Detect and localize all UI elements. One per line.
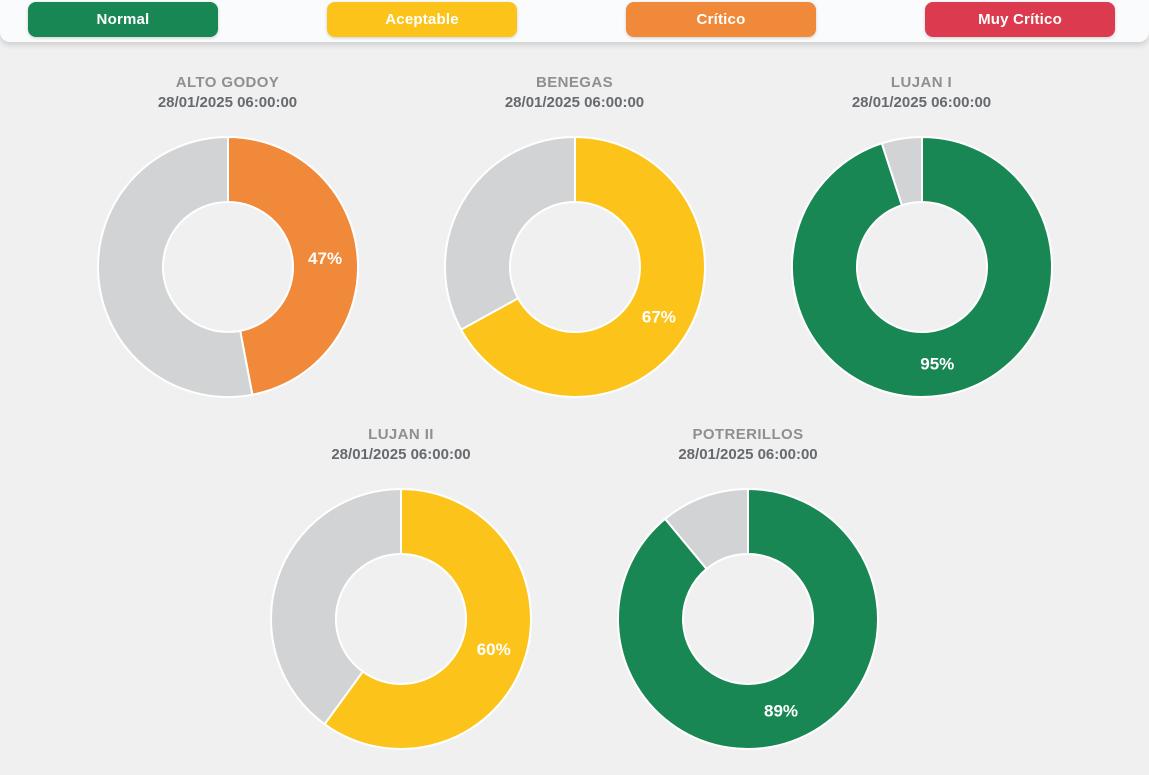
donut-slice-value[interactable] [226, 136, 359, 396]
donut-svg-potrerillos: 89% [616, 488, 879, 750]
donut-value-label: 60% [477, 640, 511, 659]
donut-slice-remainder[interactable] [664, 488, 749, 570]
chart-caption: BENEGAS 28/01/2025 06:00:00 [505, 73, 644, 112]
legend-button-critico[interactable]: Crítico [626, 1, 816, 37]
charts-area: ALTO GODOY 28/01/2025 06:00:00 47% BENEGAS 2… [0, 42, 1149, 751]
donut-svg-alto-godoy: 47% [96, 136, 359, 398]
donut-slice-remainder[interactable] [96, 136, 253, 398]
donut-svg-benegas: 67% [443, 136, 706, 398]
chart-title: LUJAN I [890, 74, 953, 91]
chart-title: LUJAN II [368, 426, 434, 443]
legend-button-muy-critico[interactable]: Muy Crítico [925, 1, 1115, 37]
donut-chart-potrerillos: POTRERILLOS 28/01/2025 06:00:00 89% [575, 425, 922, 751]
donut-slice-value[interactable] [790, 136, 1053, 398]
chart-caption: LUJAN II 28/01/2025 06:00:00 [331, 425, 470, 464]
donut-chart-lujan-i: LUJAN I 28/01/2025 06:00:00 95% [748, 73, 1095, 399]
donut-value-label: 95% [920, 354, 954, 373]
donut-slice-remainder[interactable] [880, 136, 923, 207]
donut-value-label: 89% [764, 702, 798, 721]
legend-button-normal[interactable]: Normal [28, 1, 218, 37]
donut-svg-lujan-ii: 60% [270, 488, 532, 750]
donut-svg-lujan-i: 95% [790, 136, 1053, 398]
donut-slice-value[interactable] [323, 488, 532, 750]
charts-row-2: LUJAN II 28/01/2025 06:00:00 60% POTRERILLO… [0, 425, 1149, 751]
donut-slice-remainder[interactable] [443, 136, 576, 331]
donut-value-label: 67% [641, 308, 675, 327]
charts-row-1: ALTO GODOY 28/01/2025 06:00:00 47% BENEGAS 2… [0, 73, 1149, 399]
chart-timestamp: 28/01/2025 06:00:00 [678, 446, 818, 463]
donut-value-label: 47% [308, 249, 342, 268]
chart-caption: LUJAN I 28/01/2025 06:00:00 [852, 73, 991, 112]
chart-title: BENEGAS [536, 74, 613, 91]
chart-timestamp: 28/01/2025 06:00:00 [851, 94, 992, 111]
chart-title: POTRERILLOS [692, 426, 804, 443]
legend-button-aceptable[interactable]: Aceptable [327, 1, 517, 37]
donut-chart-lujan-ii: LUJAN II 28/01/2025 06:00:00 60% [228, 425, 575, 751]
donut-slice-value[interactable] [616, 488, 879, 750]
donut-slice-remainder[interactable] [270, 488, 402, 726]
chart-caption: ALTO GODOY 28/01/2025 06:00:00 [158, 73, 297, 112]
chart-timestamp: 28/01/2025 06:00:00 [504, 94, 645, 111]
donut-chart-benegas: BENEGAS 28/01/2025 06:00:00 67% [401, 73, 748, 399]
chart-timestamp: 28/01/2025 06:00:00 [331, 446, 471, 463]
donut-slice-value[interactable] [459, 136, 706, 398]
chart-caption: POTRERILLOS 28/01/2025 06:00:00 [678, 425, 817, 464]
donut-chart-alto-godoy: ALTO GODOY 28/01/2025 06:00:00 47% [54, 73, 401, 399]
chart-title: ALTO GODOY [175, 74, 280, 91]
legend-bar: Normal Aceptable Crítico Muy Crítico [0, 0, 1149, 42]
chart-timestamp: 28/01/2025 06:00:00 [157, 94, 298, 111]
